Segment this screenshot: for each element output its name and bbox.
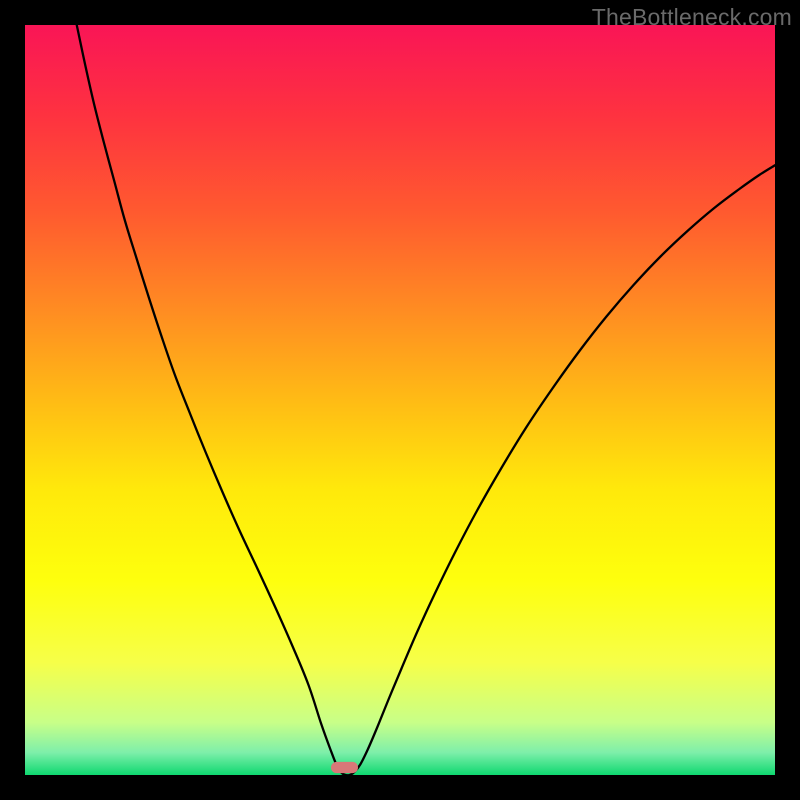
optimum-marker <box>331 762 358 773</box>
chart-svg <box>0 0 800 800</box>
watermark-text: TheBottleneck.com <box>592 4 792 31</box>
plot-background <box>25 25 775 775</box>
bottleneck-chart: TheBottleneck.com <box>0 0 800 800</box>
